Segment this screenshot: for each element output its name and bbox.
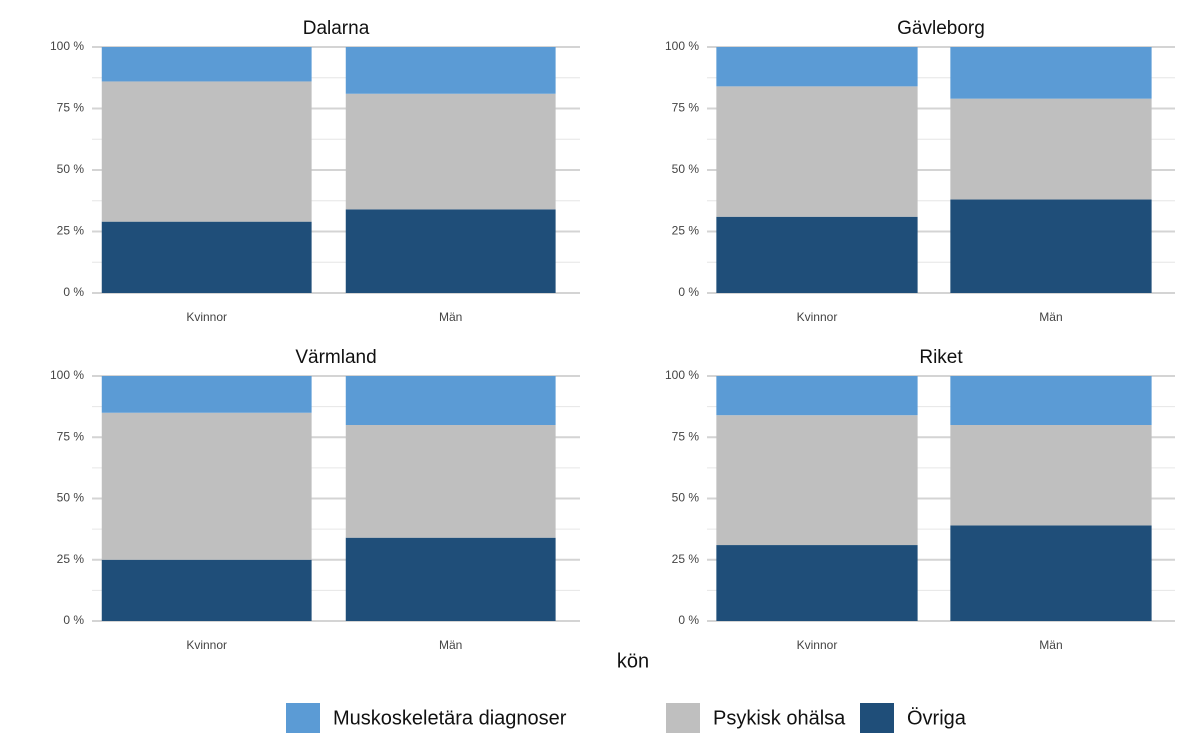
bar-segment	[101, 47, 312, 82]
x-tick-label: Kvinnor	[186, 638, 227, 652]
x-tick-label: Kvinnor	[797, 638, 838, 652]
bar-segment	[345, 47, 556, 94]
y-tick-label: 50 %	[672, 491, 700, 505]
y-tick-label: 100 %	[665, 39, 699, 53]
bar-segment	[950, 525, 1152, 621]
x-tick-label: Män	[439, 310, 462, 324]
bar-segment	[716, 415, 918, 546]
bar-segment	[950, 98, 1152, 200]
y-tick-label: 100 %	[50, 39, 84, 53]
x-tick-label: Kvinnor	[186, 310, 227, 324]
bar-segment	[716, 376, 918, 416]
chart-title: Dalarna	[303, 18, 370, 39]
bar-segment	[950, 376, 1152, 425]
chart-title: Värmland	[295, 347, 376, 368]
bar-segment	[101, 412, 312, 560]
legend-label: Psykisk ohälsa	[713, 707, 846, 729]
y-tick-label: 0 %	[63, 285, 84, 299]
bar-segment	[716, 47, 918, 87]
y-tick-label: 0 %	[678, 613, 699, 627]
bar-segment	[345, 209, 556, 293]
y-tick-label: 25 %	[672, 224, 700, 238]
x-tick-label: Män	[1039, 310, 1062, 324]
bar-segment	[101, 376, 312, 413]
y-tick-label: 25 %	[57, 552, 85, 566]
y-tick-label: 0 %	[63, 613, 84, 627]
legend-label: Muskoskeletära diagnoser	[333, 707, 567, 729]
bar-segment	[345, 93, 556, 210]
legend-swatch	[860, 703, 894, 733]
bar-segment	[716, 545, 918, 621]
y-tick-label: 50 %	[57, 491, 85, 505]
bar-segment	[950, 425, 1152, 526]
y-tick-label: 25 %	[672, 552, 700, 566]
chart-title: Gävleborg	[897, 18, 985, 39]
bar-segment	[950, 47, 1152, 99]
bar-segment	[101, 81, 312, 222]
legend-swatch	[666, 703, 700, 733]
bar-segment	[101, 559, 312, 621]
bar-segment	[950, 199, 1152, 293]
y-tick-label: 75 %	[57, 101, 85, 115]
bar-segment	[716, 216, 918, 293]
y-tick-label: 50 %	[672, 162, 700, 176]
y-tick-label: 75 %	[672, 429, 700, 443]
x-tick-label: Män	[1039, 638, 1062, 652]
x-axis-label: kön	[617, 650, 649, 672]
bar-segment	[345, 376, 556, 425]
y-tick-label: 100 %	[50, 368, 84, 382]
bar-segment	[345, 537, 556, 621]
chart-title: Riket	[919, 347, 963, 368]
bar-segment	[716, 86, 918, 217]
y-tick-label: 0 %	[678, 285, 699, 299]
y-tick-label: 50 %	[57, 162, 85, 176]
legend-swatch	[286, 703, 320, 733]
y-tick-label: 75 %	[57, 429, 85, 443]
bar-segment	[101, 221, 312, 293]
legend-label: Övriga	[907, 707, 967, 729]
bar-segment	[345, 425, 556, 538]
x-tick-label: Män	[439, 638, 462, 652]
y-tick-label: 100 %	[665, 368, 699, 382]
y-tick-label: 25 %	[57, 224, 85, 238]
x-tick-label: Kvinnor	[797, 310, 838, 324]
y-tick-label: 75 %	[672, 101, 700, 115]
